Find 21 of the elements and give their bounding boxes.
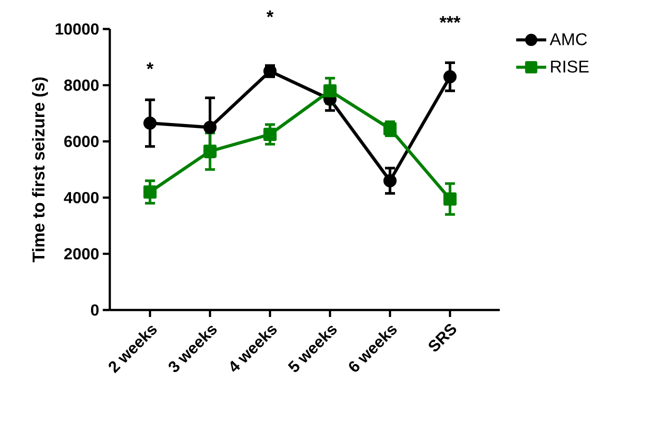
point [203,144,217,158]
legend-label: AMC [550,33,587,46]
y-tick-label: 10000 [56,23,99,35]
y-tick-label: 6000 [64,136,99,148]
y-axis-title: Time to first seizure (s) [32,77,48,262]
legend-label: RISE [551,60,589,73]
y-tick-label: 2000 [64,248,99,260]
point [383,174,397,188]
point [443,192,457,206]
y-tick-label: 8000 [64,80,99,91]
point [143,185,157,199]
point [443,70,457,84]
annotation: * [146,62,154,70]
point [263,128,277,141]
y-tick-label: 0 [91,304,99,316]
y-tick-label: 4000 [64,192,99,204]
point [143,116,157,130]
point [323,84,337,98]
point [203,120,217,134]
annotation: *** [440,16,460,23]
annotation: * [266,10,274,18]
